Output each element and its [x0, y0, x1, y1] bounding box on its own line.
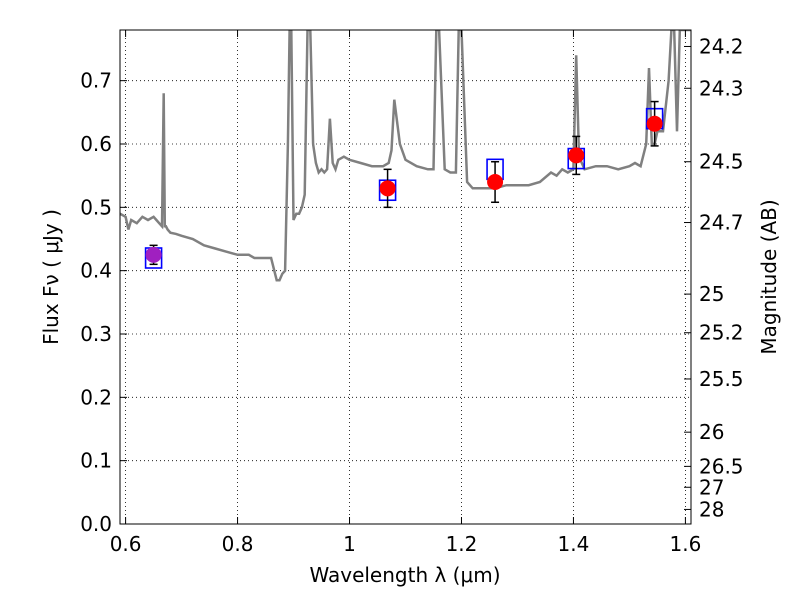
observed-photometry-point	[568, 147, 585, 164]
y-tick-label: 0.4	[80, 259, 112, 283]
markers-layer	[144, 100, 664, 269]
y-tick-label: 0.0	[80, 512, 112, 536]
y-tick-label: 0.6	[80, 132, 112, 156]
y2-tick-label: 25.2	[699, 321, 744, 345]
y2-tick-label: 27	[699, 475, 724, 499]
x-tick-label: 1.2	[446, 532, 478, 556]
y2-tick-label: 25.5	[699, 367, 744, 391]
y2-tick-label: 24.3	[699, 76, 744, 100]
x-axis-ticks: 0.6 0.8 1 1.2 1.4 1.6	[110, 30, 701, 556]
observed-photometry-point	[646, 115, 663, 132]
observed-photometry-point	[487, 174, 504, 190]
spectrum-layer	[120, 30, 691, 282]
y-tick-label: 0.3	[80, 322, 112, 346]
y-tick-label: 0.5	[80, 195, 112, 219]
x-tick-label: 1.4	[558, 532, 590, 556]
x-tick-label: 1	[343, 532, 356, 556]
x-axis-title: Wavelength λ (μm)	[309, 563, 500, 587]
y-axis-title: Flux Fν ( μJy )	[39, 209, 63, 345]
y-tick-label: 0.7	[80, 69, 112, 93]
x-tick-label: 1.6	[669, 532, 701, 556]
y-tick-label: 0.2	[80, 385, 112, 409]
y2-tick-label: 25	[699, 282, 724, 306]
observed-photometry-point	[145, 246, 162, 263]
y2-tick-label: 24.7	[699, 211, 744, 235]
plot-frame	[119, 29, 692, 525]
observed-photometry-point	[379, 180, 396, 197]
y2-tick-label: 24.2	[699, 34, 744, 58]
x-tick-label: 0.8	[222, 532, 254, 556]
y2-tick-label: 24.5	[699, 150, 744, 174]
y-axis-ticks: 0.0 0.1 0.2 0.3 0.4 0.5 0.6 0.7	[80, 69, 127, 536]
x-tick-label: 0.6	[110, 532, 142, 556]
y2-tick-label: 26.5	[699, 454, 744, 478]
y2-tick-label: 28	[699, 497, 724, 521]
y2-tick-label: 26	[699, 420, 724, 444]
y-tick-label: 0.1	[80, 449, 112, 473]
spectrum-line	[120, 30, 691, 282]
y2-axis-title: Magnitude (AB)	[757, 199, 781, 354]
